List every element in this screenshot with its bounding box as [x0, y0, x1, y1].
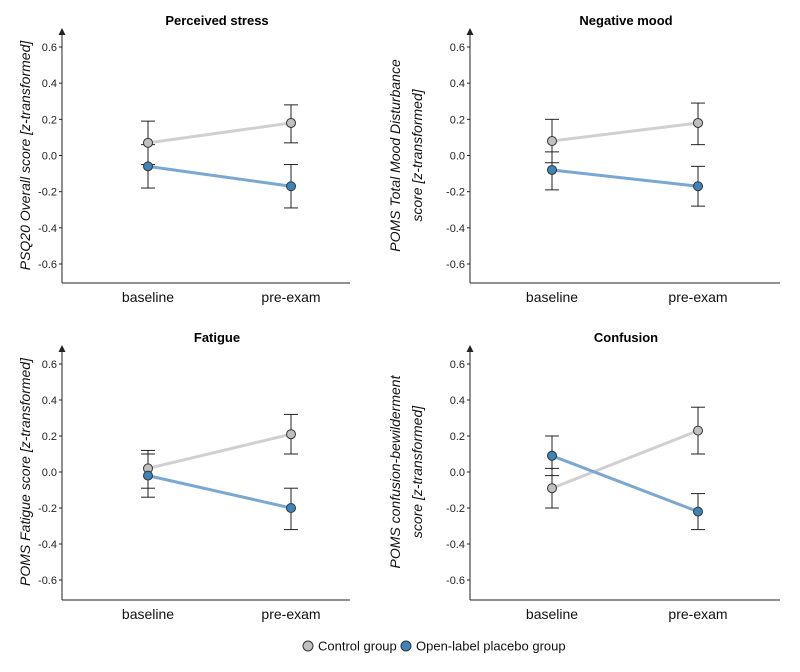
data-point-placebo: [286, 503, 296, 513]
y-axis-title: POMS Fatigue score [z-transformed]: [17, 357, 33, 586]
series-line-placebo: [550, 454, 700, 514]
x-tick-label: pre-exam: [668, 606, 727, 622]
data-point-placebo: [693, 506, 703, 517]
y-tick-label: 0.6: [42, 42, 57, 54]
y-tick-label: 0.2: [42, 114, 57, 126]
x-tick-label: baseline: [526, 289, 578, 305]
data-point-placebo: [143, 470, 153, 481]
y-tick-label: 0.6: [42, 359, 57, 371]
y-tick-label: 0.4: [450, 78, 465, 90]
x-tick-label: baseline: [122, 289, 174, 305]
series-line-placebo: [146, 164, 293, 188]
y-axis-arrow: [466, 345, 474, 352]
y-tick-label: 0.0: [42, 467, 57, 479]
y-axis-arrow: [466, 28, 474, 35]
y-tick-label: -0.2: [38, 187, 57, 199]
data-point-placebo: [693, 181, 703, 192]
y-tick-label: -0.2: [446, 187, 465, 199]
data-point-control: [547, 136, 557, 147]
y-tick-label: -0.6: [38, 259, 57, 271]
series-line-control: [550, 121, 700, 143]
y-tick-label: -0.4: [446, 539, 465, 551]
y-tick-label: 0.2: [42, 431, 57, 443]
data-point-control: [547, 483, 557, 494]
legend-label-control: Control group: [318, 639, 397, 654]
data-point-placebo: [547, 164, 557, 175]
panel-title: Fatigue: [194, 330, 240, 345]
y-tick-label: 0.2: [450, 431, 465, 443]
series-line-placebo: [550, 168, 700, 188]
y-tick-label: 0.4: [42, 78, 57, 90]
y-tick-label: 0.4: [450, 395, 465, 407]
x-tick-label: pre-exam: [261, 289, 320, 305]
panel-title: Confusion: [594, 330, 658, 345]
legend: Control group Open-label placebo group: [302, 639, 566, 654]
x-tick-label: baseline: [122, 606, 174, 622]
data-point-placebo: [547, 450, 557, 461]
y-tick-label: -0.2: [38, 503, 57, 515]
chart-panel-4: Confusion 0.6 0.4 0.2 0.0 -0.2 -0.4 -0.6 baselin…: [387, 330, 780, 622]
y-axis-arrow: [58, 345, 66, 352]
legend-label-placebo: Open-label placebo group: [416, 639, 566, 654]
y-tick-label: 0.0: [42, 151, 57, 163]
x-tick-label: pre-exam: [261, 606, 320, 622]
data-point-placebo: [286, 181, 296, 192]
legend-marker-placebo: [400, 640, 412, 652]
y-tick-label: 0.2: [450, 114, 465, 126]
chart-panels: Perceived stress 0.6 0.4 0.2 0.0 -0.2 -0.4 -0.6…: [17, 13, 780, 622]
legend-marker-control: [302, 640, 314, 652]
data-point-control: [286, 117, 296, 128]
x-tick-label: baseline: [526, 606, 578, 622]
chart-panel-3: Fatigue 0.6 0.4 0.2 0.0 -0.2 -0.4 -0.6 baseline p…: [17, 330, 350, 622]
y-tick-label: -0.4: [446, 223, 465, 235]
data-point-placebo: [143, 161, 153, 172]
panel-title: Perceived stress: [165, 13, 268, 28]
panel-title: Negative mood: [579, 13, 672, 28]
chart-panel-1: Perceived stress 0.6 0.4 0.2 0.0 -0.2 -0.4 -0.6…: [17, 13, 350, 305]
y-axis-title: score [z-transformed]: [409, 88, 425, 221]
y-tick-label: 0.0: [450, 467, 465, 479]
series-line-control: [146, 121, 293, 145]
y-axis-arrow: [58, 28, 66, 35]
chart-panel-2: Negative mood 0.6 0.4 0.2 0.0 -0.2 -0.4 -0.6 bas…: [387, 13, 780, 305]
data-point-control: [286, 429, 296, 440]
y-tick-label: 0.6: [450, 42, 465, 54]
data-point-control: [693, 425, 703, 436]
y-tick-label: 0.6: [450, 359, 465, 371]
data-point-control: [143, 137, 153, 148]
y-tick-label: -0.2: [446, 503, 465, 515]
series-line-placebo: [146, 474, 293, 510]
y-tick-label: 0.0: [450, 151, 465, 163]
y-axis-title: score [z-transformed]: [409, 405, 425, 538]
y-tick-label: -0.6: [446, 259, 465, 271]
data-point-control: [693, 117, 703, 128]
y-tick-label: 0.4: [42, 395, 57, 407]
y-tick-label: -0.6: [38, 575, 57, 587]
y-tick-label: -0.4: [38, 223, 57, 235]
y-axis-title: PSQ20 Overall score [z-transformed]: [17, 40, 33, 271]
y-tick-label: -0.4: [38, 539, 57, 551]
y-axis-title: POMS Total Mood Disturbance: [387, 59, 403, 252]
series-line-control: [550, 429, 700, 490]
y-axis-title: POMS confusion-bewilderment: [387, 374, 403, 568]
x-tick-label: pre-exam: [668, 289, 727, 305]
y-tick-label: -0.6: [446, 575, 465, 587]
series-line-control: [146, 432, 293, 470]
